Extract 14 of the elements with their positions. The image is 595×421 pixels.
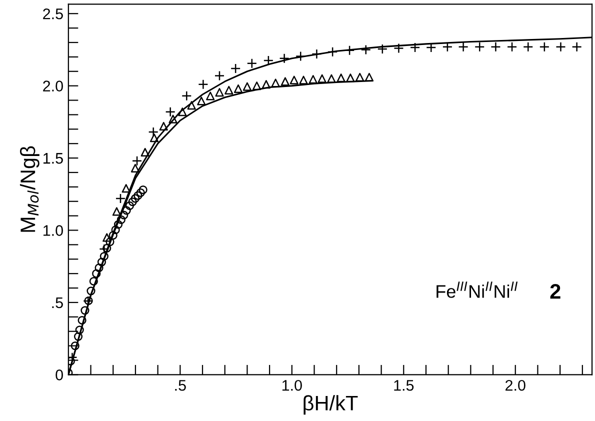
y-tick-label: 2.5	[43, 8, 63, 20]
x-tick-label: 1.0	[282, 380, 302, 391]
annotation: Fe$^{III}$Ni$^{II}$Ni$^{II}$	[436, 282, 518, 298]
y-tick-label: 2.0	[43, 80, 63, 92]
y-tick-label: 0	[56, 370, 63, 380]
y-tick-label: 1.0	[43, 225, 63, 236]
y-tick-label: 1.5	[43, 153, 63, 164]
y-tick-label: .5	[52, 297, 63, 308]
x-tick-label: 1.5	[394, 380, 414, 391]
x-tick-label: 2.0	[506, 380, 526, 391]
x-tick-label: .5	[175, 380, 186, 391]
x-axis-title: βH/kT	[304, 395, 358, 415]
y-axis-title: M$_{Mol}$/Ngβ	[20, 146, 40, 232]
annotation: 2	[550, 284, 560, 299]
